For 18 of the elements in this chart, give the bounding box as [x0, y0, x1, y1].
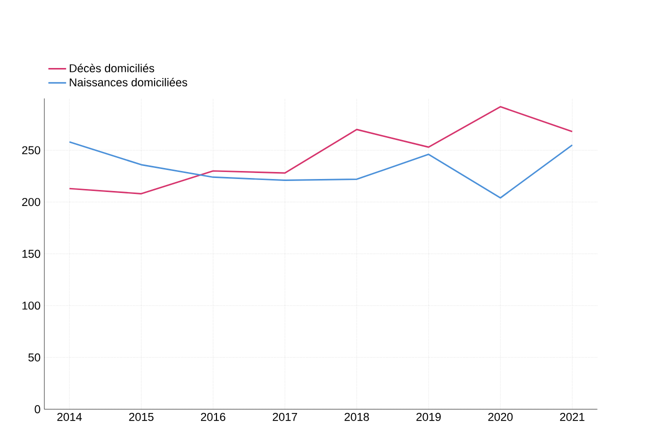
- x-tick-label: 2015: [129, 413, 154, 422]
- y-tick-label: 250: [22, 146, 40, 154]
- x-tick-label: 2021: [560, 413, 584, 422]
- y-tick-label: 0: [34, 405, 40, 414]
- x-tick-label: 2017: [272, 413, 298, 422]
- x-tick-label: 2014: [57, 413, 82, 422]
- x-tick-label: 2018: [344, 413, 369, 422]
- y-tick-label: 200: [22, 198, 40, 206]
- x-tick-label: 2016: [200, 413, 226, 422]
- line-series: [68, 106, 573, 195]
- y-tick-label: 100: [22, 302, 40, 310]
- x-tick-label: 2020: [488, 413, 513, 422]
- y-tick-label: 150: [22, 250, 40, 258]
- legend-label: Décès domiciliés: [70, 64, 154, 72]
- x-tick-label: 2019: [416, 413, 441, 422]
- line-series: [68, 141, 573, 199]
- legend-label: Naissances domiciliées: [70, 78, 188, 87]
- y-tick-label: 50: [28, 354, 40, 362]
